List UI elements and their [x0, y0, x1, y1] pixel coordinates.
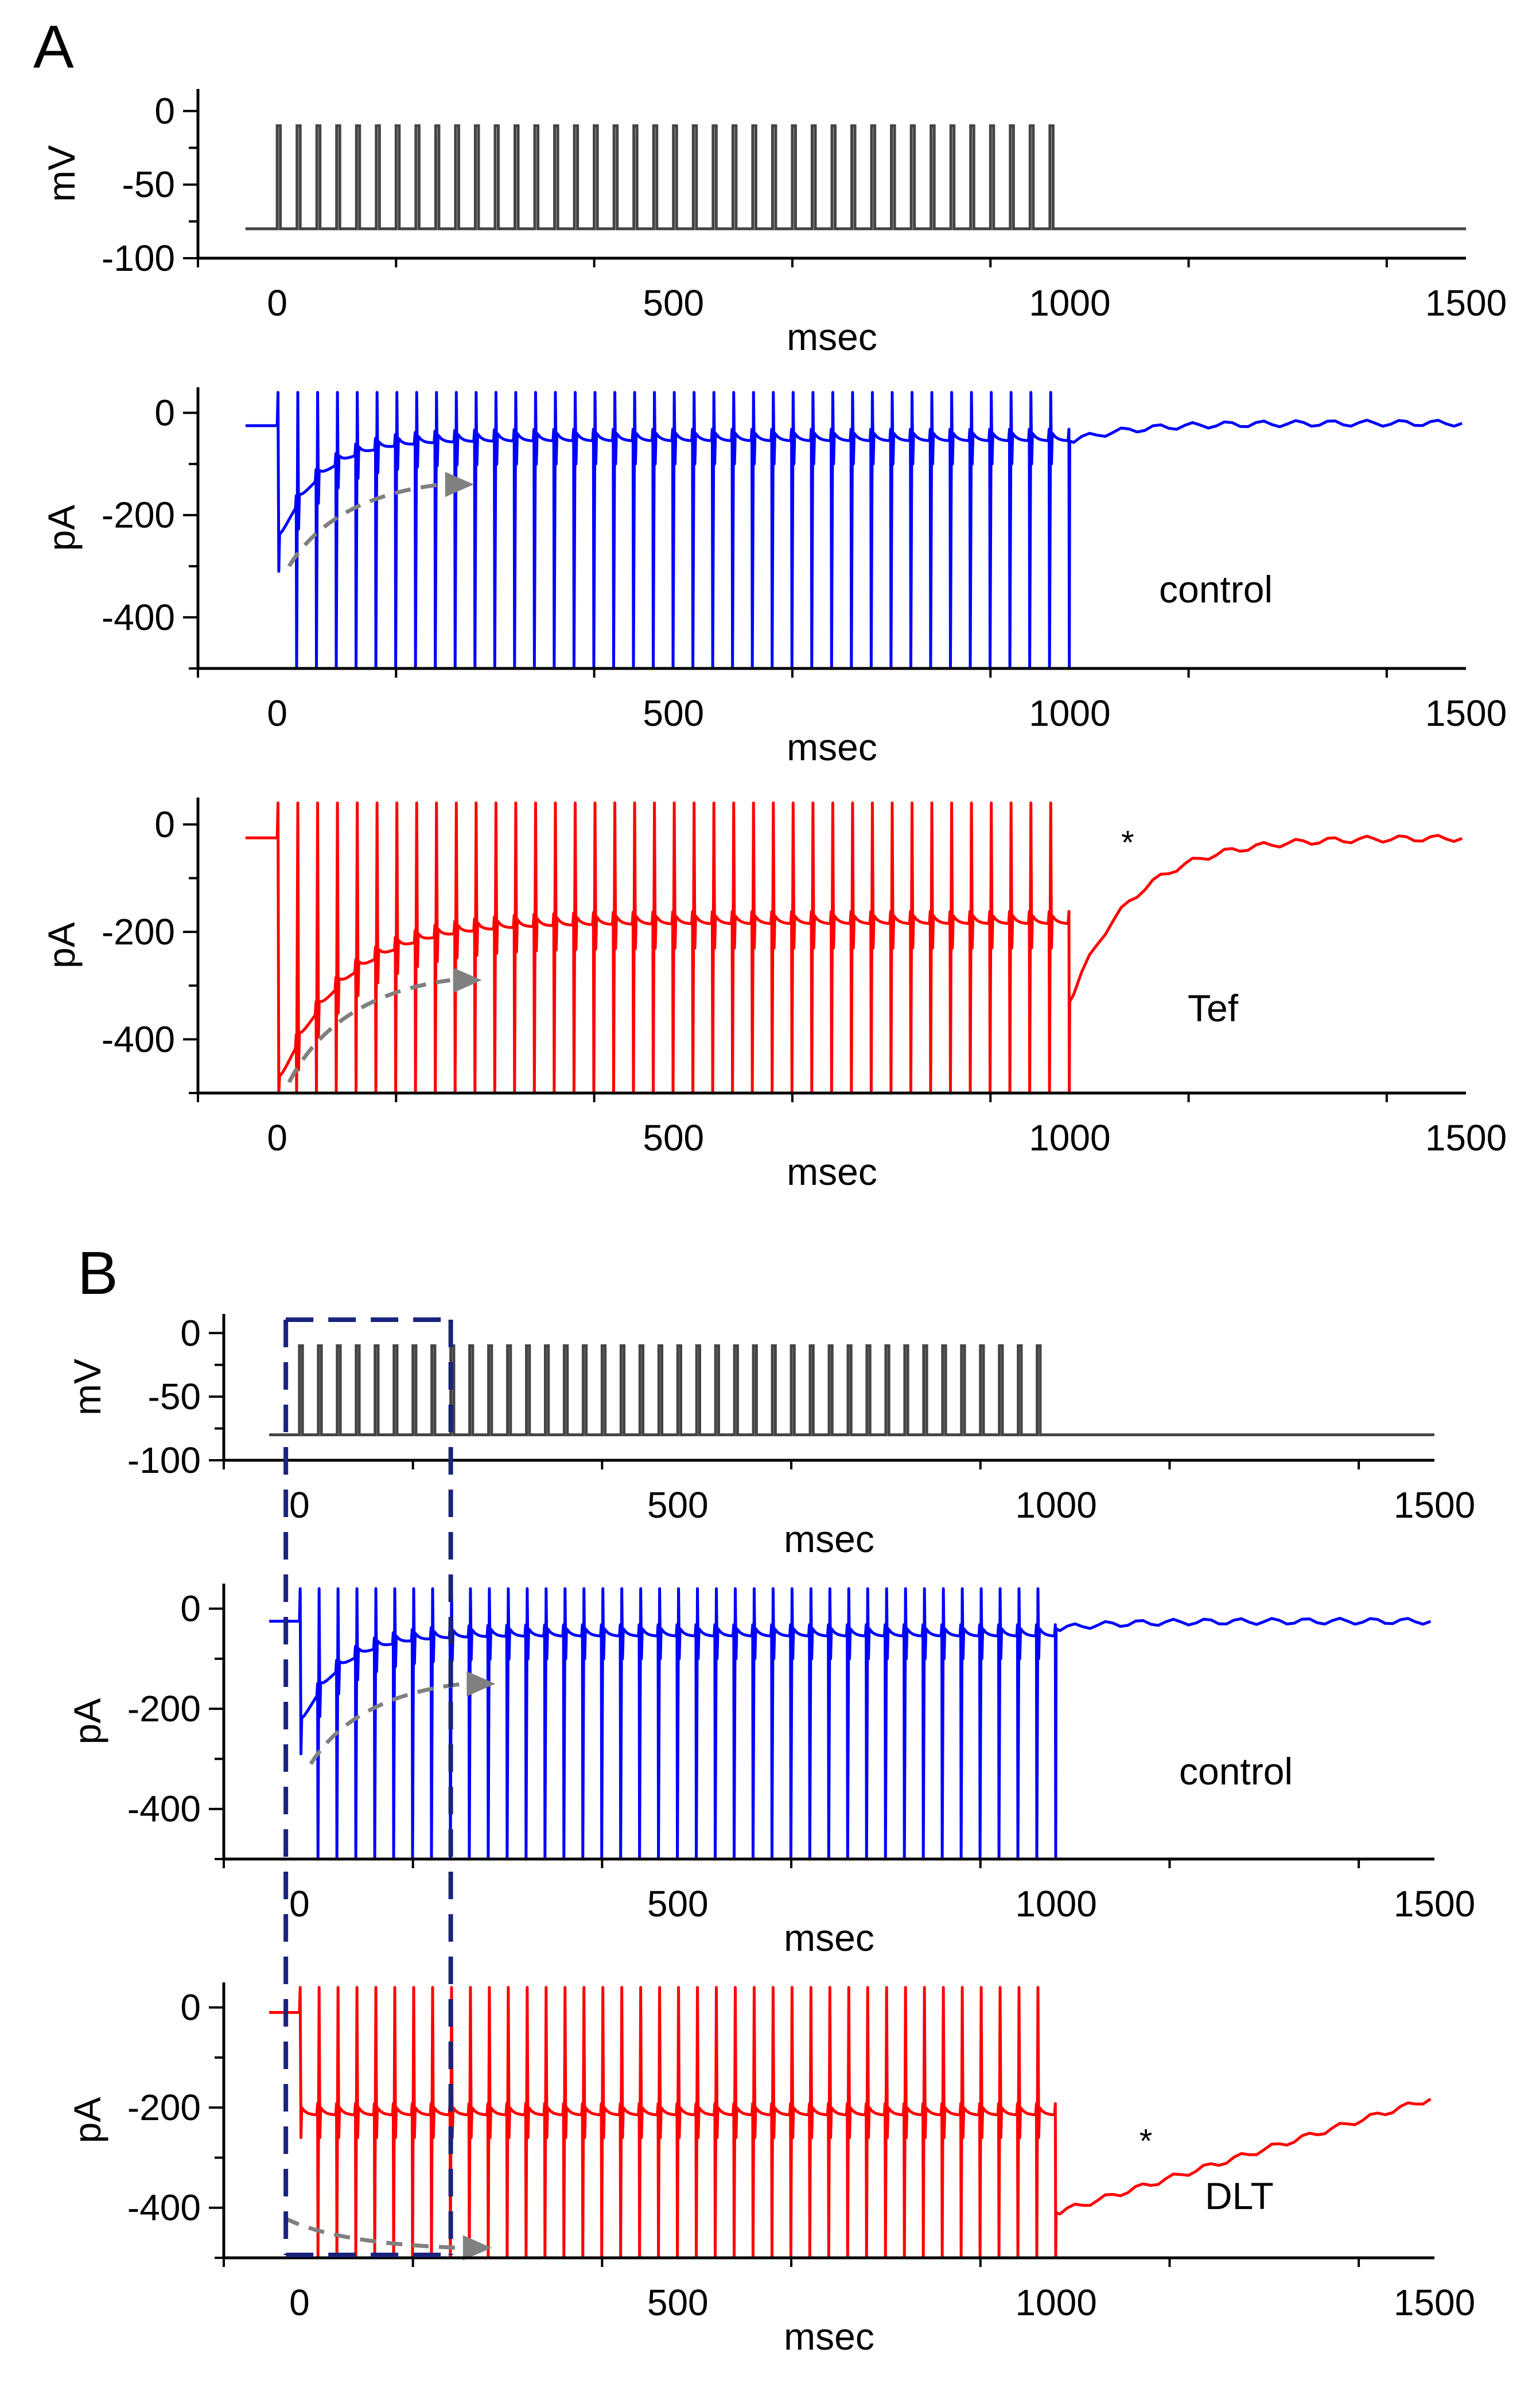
condition-label: Tef — [1188, 987, 1239, 1029]
dashed-arrow — [309, 1682, 464, 1766]
x-tick-label: 500 — [643, 1117, 704, 1158]
trace-line — [245, 124, 1466, 231]
x-tick-label: 1000 — [1029, 1117, 1110, 1158]
y-tick-label: -400 — [102, 1018, 175, 1060]
y-tick-label: -200 — [127, 2087, 201, 2128]
panel-letter-a: A — [33, 13, 74, 81]
x-tick-label: 1000 — [1029, 693, 1110, 734]
arrow-head — [462, 2235, 492, 2261]
x-tick-label: 1500 — [1425, 693, 1507, 734]
y-axis-label: mV — [40, 145, 83, 202]
voltage-protocol-plot-b: 0 500 1000 1500 msec 0 -50 -100 mV — [66, 1312, 1475, 1560]
panel-letter-b: B — [77, 1239, 118, 1307]
condition-label: DLT — [1205, 2175, 1274, 2217]
arrow-head — [445, 472, 474, 497]
y-tick-label: 0 — [180, 1987, 201, 2028]
x-tick-label: 1500 — [1425, 282, 1507, 324]
y-axis-label: pA — [40, 922, 83, 969]
x-axis-label: msec — [784, 1916, 874, 1959]
control-current-plot-a: control 0 500 1000 1500 msec 0 -200 -400 pA — [40, 387, 1507, 768]
x-axis-label: msec — [787, 316, 877, 358]
y-axis-label: mV — [66, 1359, 108, 1416]
trace-line — [269, 1986, 1432, 2260]
condition-label: control — [1179, 1750, 1293, 1792]
x-tick-label: 0 — [267, 282, 287, 324]
y-tick-label: -200 — [102, 495, 175, 536]
y-tick-label: -400 — [102, 597, 175, 638]
dashed-arrow — [287, 978, 451, 1083]
trace-line — [245, 801, 1463, 1095]
x-tick-label: 0 — [267, 1117, 287, 1158]
y-tick-label: -400 — [127, 2187, 201, 2229]
dashed-arrow — [283, 2216, 460, 2250]
x-tick-label: 0 — [267, 693, 287, 734]
trace-line — [245, 391, 1463, 670]
x-tick-label: 1500 — [1394, 1484, 1475, 1526]
x-axis-label: msec — [787, 1150, 877, 1193]
arrow-head — [453, 967, 482, 993]
y-tick-label: -100 — [127, 1440, 201, 1481]
x-tick-label: 500 — [647, 2282, 709, 2323]
x-tick-label: 1000 — [1015, 2282, 1096, 2323]
x-tick-label: 1500 — [1425, 1117, 1507, 1158]
trace-line — [269, 1344, 1434, 1437]
x-axis-label: msec — [787, 726, 877, 768]
significance-star: * — [1140, 2123, 1153, 2160]
x-tick-label: 500 — [643, 282, 704, 324]
condition-label: control — [1159, 568, 1273, 611]
y-tick-label: 0 — [154, 392, 175, 434]
y-axis-label: pA — [66, 1698, 108, 1745]
y-tick-label: 0 — [154, 804, 175, 845]
x-axis-label: msec — [784, 2315, 874, 2358]
x-tick-label: 1000 — [1015, 1484, 1096, 1526]
dlt-current-plot-b: DLT * 0 500 1000 1500 msec 0 -200 -400 pA — [66, 1982, 1475, 2358]
x-tick-label: 0 — [289, 1883, 310, 1924]
y-tick-label: 0 — [180, 1312, 201, 1354]
x-tick-label: 1500 — [1394, 2282, 1475, 2323]
x-tick-label: 1000 — [1015, 1883, 1096, 1924]
x-tick-label: 1500 — [1394, 1883, 1475, 1924]
significance-star: * — [1121, 824, 1134, 861]
y-tick-label: -100 — [102, 238, 175, 279]
x-tick-label: 500 — [647, 1883, 709, 1924]
y-tick-label: 0 — [180, 1588, 201, 1630]
x-tick-label: 0 — [289, 1484, 310, 1526]
x-tick-label: 500 — [647, 1484, 709, 1526]
y-tick-label: -200 — [127, 1688, 201, 1729]
x-axis-label: msec — [784, 1518, 874, 1560]
x-tick-label: 500 — [643, 693, 704, 734]
y-axis-label: pA — [40, 505, 83, 551]
x-tick-label: 1000 — [1029, 282, 1110, 324]
arrow-head — [466, 1671, 496, 1697]
y-tick-label: -200 — [102, 911, 175, 952]
x-tick-label: 0 — [289, 2282, 310, 2323]
y-tick-label: -50 — [122, 164, 176, 205]
zoom-region-box — [283, 1317, 453, 2257]
control-current-plot-b: control 0 500 1000 1500 msec 0 -200 -400 pA — [66, 1584, 1475, 1959]
trace-line — [269, 1587, 1432, 1861]
y-tick-label: -400 — [127, 1788, 201, 1830]
y-tick-label: -50 — [148, 1376, 201, 1417]
y-tick-label: 0 — [154, 90, 175, 131]
y-axis-label: pA — [66, 2097, 108, 2144]
tef-current-plot-a: Tef * 0 500 1000 1500 msec 0 -200 -400 pA — [40, 798, 1507, 1193]
dashed-arrow — [287, 482, 443, 567]
voltage-protocol-plot-a: 0 500 1000 1500 msec 0 -50 -100 mV — [40, 89, 1507, 358]
